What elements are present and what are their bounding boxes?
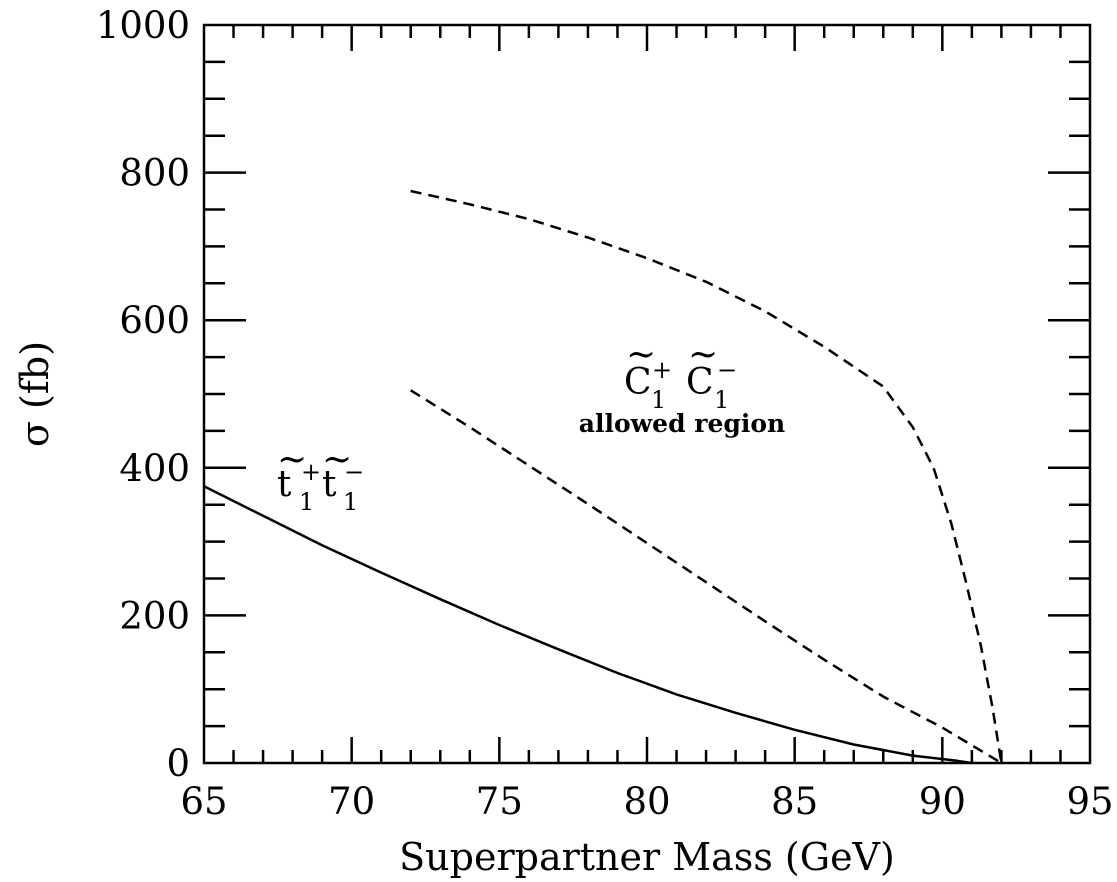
x-tick-label: 75 — [476, 780, 523, 823]
stop-base-2: t — [322, 464, 337, 505]
stop-sup-2: − — [344, 458, 364, 486]
y-tick-label: 200 — [119, 594, 190, 637]
x-tick-label: 85 — [771, 780, 818, 823]
y-tick-label: 600 — [119, 299, 190, 342]
stop-tilde-1: ~ — [277, 439, 307, 480]
x-tick-label: 80 — [623, 780, 670, 823]
x-tick-label: 90 — [919, 780, 966, 823]
y-axis-title: σ (fb) — [13, 341, 57, 447]
stop-base-1: t — [277, 464, 292, 505]
x-tick-label: 70 — [328, 780, 375, 823]
stop-sup-1: + — [301, 458, 321, 486]
chargino-sub-1: 1 — [651, 386, 666, 414]
x-tick-label: 95 — [1066, 780, 1113, 823]
dashed-curve-1 — [410, 189, 1003, 764]
tick-labels: 65 70 75 80 85 90 95 0 200 400 600 800 1000 — [96, 4, 1114, 823]
chargino-base-1: C — [624, 362, 652, 403]
y-tick-label: 800 — [119, 152, 190, 195]
x-axis-title: Superpartner Mass (GeV) — [399, 835, 895, 879]
y-tick-label: 0 — [166, 742, 190, 785]
chargino-sup-2: − — [717, 356, 737, 384]
x-tick-label: 65 — [180, 780, 227, 823]
stop-tilde-2: ~ — [322, 439, 352, 480]
stop-pair-label: ~ t + 1 ~ t − 1 — [277, 439, 364, 516]
chargino-sup-1: + — [652, 356, 672, 384]
chargino-tilde-1: ~ — [626, 334, 656, 375]
stop-sub-1: 1 — [299, 488, 314, 516]
y-tick-label: 1000 — [96, 4, 190, 47]
stop-sub-2: 1 — [343, 488, 358, 516]
chargino-tilde-2: ~ — [688, 334, 718, 375]
chargino-pair-label: ~ C + 1 ~ C − 1 — [624, 334, 737, 414]
chargino-base-2: C — [686, 362, 714, 403]
dashed-curve-2 — [410, 389, 1003, 765]
chargino-sub-2: 1 — [714, 386, 729, 414]
axis-ticks — [204, 25, 1090, 763]
data-series — [203, 189, 1003, 765]
allowed-region-label: allowed region — [579, 409, 785, 438]
y-tick-label: 400 — [119, 447, 190, 490]
solid-curve-0 — [203, 485, 973, 765]
